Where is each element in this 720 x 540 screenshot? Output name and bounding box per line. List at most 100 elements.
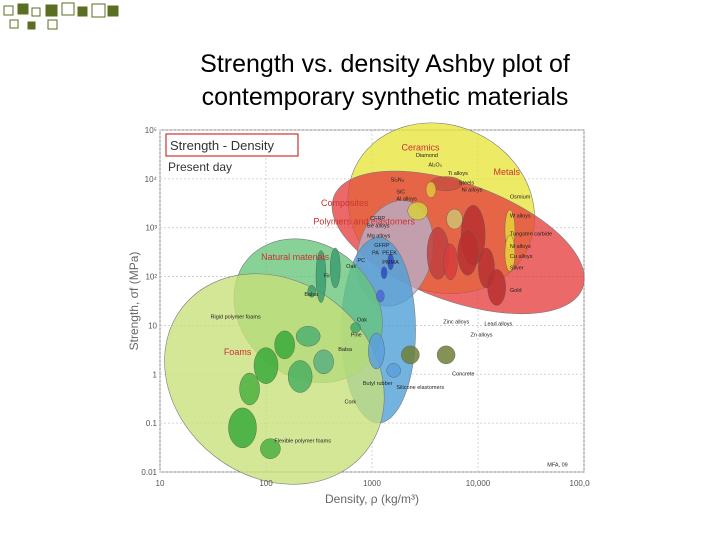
y-tick-label: 10⁵: [145, 126, 157, 135]
decorative-square: [45, 4, 58, 17]
decorative-square: [9, 19, 19, 29]
annotation-label: CFRP: [370, 216, 385, 222]
chart-title: Strength - Density: [170, 138, 275, 153]
material-bubble: [274, 330, 295, 360]
annotation-label: Balsa: [304, 292, 319, 298]
material-bubble: [313, 349, 334, 375]
annotation-label: Al₂O₃: [428, 162, 442, 168]
y-tick-label: 10⁴: [145, 175, 158, 184]
chart-subtitle: Present day: [168, 160, 232, 174]
annotation-label: Balsa: [338, 347, 353, 353]
ashby-chart: Ceramics Metals Composites Polymers and ela…: [127, 122, 590, 506]
annotation-label: Si₃N₄: [391, 178, 405, 184]
annotation-label: Silver: [510, 265, 524, 271]
annotation-label: Ni alloys: [510, 244, 531, 250]
decorative-square: [47, 19, 58, 30]
family-label-metals: Metals: [493, 167, 520, 177]
tick-labels: 10 100 1000 10,000 100,000 0.01 0.1 1 10 10² 10³ 10…: [141, 126, 590, 488]
y-tick-label: 10: [148, 321, 157, 330]
annotation-label: Pine: [351, 332, 362, 338]
material-bubble: [487, 269, 506, 306]
material-bubble: [307, 285, 316, 298]
material-bubble: [401, 345, 420, 365]
material-bubble: [253, 347, 279, 384]
material-bubble: [436, 345, 456, 365]
material-bubble: [386, 363, 401, 378]
annotation-label: Mg alloys: [367, 234, 390, 240]
family-envelope-foams: [164, 273, 385, 485]
annotation-label: PA: [372, 251, 379, 257]
x-tick-label: 1000: [363, 479, 381, 488]
annotation-label: W alloys: [510, 214, 531, 220]
y-tick-label: 0.1: [146, 419, 158, 428]
slide-title: Strength vs. density Ashby plot of conte…: [90, 48, 680, 114]
material-bubble: [350, 322, 361, 333]
annotation-label: Tungsten carbide: [510, 231, 552, 237]
annotation-label: Zinc alloys: [443, 319, 469, 325]
x-axis-label: Density, ρ (kg/m³): [325, 492, 419, 506]
material-bubble: [407, 201, 428, 221]
x-tick-label: 10,000: [466, 479, 491, 488]
material-bubble: [239, 372, 260, 406]
annotation-label: PEEK: [382, 251, 397, 257]
slide-title-line-2: contemporary synthetic materials: [201, 83, 569, 111]
material-bubble: [387, 253, 394, 271]
material-bubble: [315, 250, 327, 303]
annotation-label: Osmium: [510, 194, 531, 200]
chart-title-box: [165, 133, 299, 157]
material-bubble: [443, 243, 458, 281]
annotation-label: Gold: [510, 288, 522, 294]
family-label-polymers-and-elastomers: Polymers and elastomers: [313, 217, 415, 227]
x-tick-label: 100,000: [570, 479, 590, 488]
decorative-square: [61, 2, 75, 16]
annotation-label: Steels: [459, 181, 475, 187]
material-bubble: [228, 407, 257, 449]
material-bubble: [295, 326, 321, 347]
annotation-label: Silicone elastomers: [396, 385, 444, 391]
y-tick-label: 10³: [145, 224, 157, 233]
chart-heading: Strength - Density Present day: [165, 133, 299, 174]
annotation-label: Lead alloys: [484, 321, 512, 327]
annotation-label: Butyl rubber: [363, 381, 393, 387]
x-tick-label: 100: [259, 479, 273, 488]
annotation-label: Fir: [324, 274, 331, 280]
annotation-label: Diamond: [416, 153, 438, 159]
material-bubble: [457, 231, 478, 276]
family-label-composites: Composites: [321, 198, 369, 208]
decorative-square: [107, 5, 119, 17]
family-label-natural-materials: Natural materials: [261, 252, 330, 262]
decorative-square: [3, 5, 14, 16]
decorative-square: [17, 3, 29, 15]
annotation-label: Ti alloys: [448, 171, 468, 177]
annotation-label: Ni alloys: [462, 188, 483, 194]
annotation-label: SiC: [396, 190, 405, 196]
y-axis-label: Strength, σf (MPa): [127, 252, 141, 351]
annotation-label: Cu alloys: [510, 254, 533, 260]
annotation-label: Rigid polymer foams: [211, 314, 261, 320]
annotation-label: Oak: [357, 318, 367, 324]
y-tick-label: 0.01: [141, 468, 157, 477]
material-bubble: [368, 332, 385, 370]
material-bubble: [446, 208, 463, 230]
annotation-label: Be alloys: [367, 224, 390, 230]
annotation-label: PMMA: [382, 260, 399, 266]
family-label-foams: Foams: [224, 347, 252, 357]
decorative-square: [77, 6, 88, 17]
material-bubble: [376, 289, 385, 303]
material-bubble: [425, 181, 437, 198]
annotation-label: PC: [358, 258, 366, 264]
y-tick-label: 1: [153, 370, 158, 379]
annotation-label: Oak: [346, 264, 356, 270]
family-label-ceramics: Ceramics: [402, 143, 441, 153]
decorative-squares: [3, 2, 119, 30]
decorative-square: [31, 7, 41, 17]
annotation-label: Cork: [344, 400, 356, 406]
annotation-label: Concrete: [452, 371, 474, 377]
annotation-label: Zn alloys: [471, 332, 493, 338]
material-bubble: [330, 247, 341, 289]
annotation-label: Flexible polymer foams: [274, 439, 331, 445]
annotation-label: MFA, 09: [547, 462, 567, 468]
y-tick-label: 10²: [145, 273, 157, 282]
material-detail-bubbles: [228, 176, 516, 459]
